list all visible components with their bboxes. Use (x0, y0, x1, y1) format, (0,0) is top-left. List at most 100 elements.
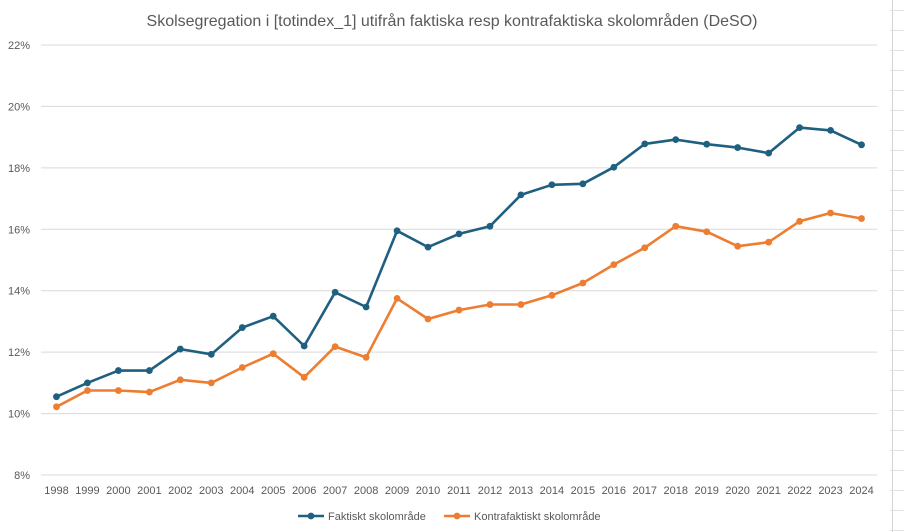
legend-swatch-marker (453, 512, 461, 520)
data-point (424, 243, 432, 251)
data-point (858, 215, 865, 222)
data-point (548, 181, 556, 189)
x-tick-label: 2016 (602, 485, 626, 497)
legend-swatch-marker (307, 512, 315, 520)
data-point (486, 222, 494, 230)
y-tick-label: 10% (8, 409, 30, 421)
y-tick-label: 12% (8, 347, 30, 359)
data-point (703, 140, 711, 148)
x-tick-label: 2002 (168, 485, 192, 497)
data-point (53, 393, 60, 401)
y-tick-label: 22% (8, 40, 30, 52)
data-point (548, 291, 556, 299)
data-point (796, 217, 803, 225)
data-point (53, 403, 60, 411)
data-point (331, 288, 339, 296)
x-tick-label: 2023 (818, 485, 842, 497)
y-tick-label: 8% (14, 470, 30, 482)
data-point (517, 191, 525, 199)
chart-title: Skolsegregation i [totindex_1] utifrån f… (147, 12, 758, 30)
data-point (765, 149, 773, 157)
data-point (424, 315, 432, 323)
data-point (269, 350, 277, 358)
x-tick-label: 2014 (540, 485, 564, 497)
y-tick-label: 16% (8, 224, 30, 236)
data-point (84, 379, 91, 387)
legend: Faktiskt skolområde Kontrafaktiskt skolom… (298, 511, 601, 523)
data-point (858, 141, 865, 149)
data-point (579, 279, 587, 287)
data-point (362, 303, 370, 311)
data-point (517, 301, 525, 308)
data-point (672, 222, 680, 230)
x-tick-label: 1999 (75, 485, 99, 497)
x-tick-label: 2020 (725, 485, 749, 497)
data-point (115, 387, 122, 394)
x-tick-label: 2003 (199, 485, 223, 497)
x-tick-label: 2009 (385, 485, 409, 497)
data-point (641, 140, 649, 148)
x-tick-label: 2007 (323, 485, 347, 497)
x-tick-label: 2013 (509, 485, 533, 497)
x-tick-label: 2017 (633, 485, 657, 497)
y-tick-label: 18% (8, 163, 30, 175)
x-tick-label: 2004 (230, 485, 254, 497)
data-point (610, 261, 618, 269)
data-point (393, 227, 401, 235)
x-axis-ticks: 1998 1999 2000 2001 2002 2003 2004 2005 2006 2007… (44, 485, 874, 497)
x-tick-label: 2005 (261, 485, 285, 497)
x-tick-label: 2000 (106, 485, 130, 497)
legend-item: Faktiskt skolområde (298, 511, 426, 523)
legend-label: Faktiskt skolområde (328, 511, 426, 523)
data-point (300, 373, 308, 381)
data-point (455, 230, 463, 238)
data-point (672, 136, 680, 144)
x-tick-label: 2011 (447, 485, 471, 497)
data-point (84, 387, 91, 394)
x-tick-label: 2001 (137, 485, 161, 497)
data-point (703, 228, 711, 236)
data-point (300, 342, 308, 350)
data-point (207, 379, 215, 387)
data-point (176, 376, 184, 384)
data-point (362, 353, 370, 361)
x-tick-label: 2021 (756, 485, 780, 497)
x-tick-label: 2022 (787, 485, 811, 497)
data-point (455, 306, 463, 314)
x-tick-label: 2019 (694, 485, 718, 497)
x-tick-label: 2018 (663, 485, 687, 497)
data-point (641, 244, 649, 252)
data-point (115, 367, 122, 374)
x-tick-label: 2006 (292, 485, 316, 497)
data-point (145, 388, 153, 396)
x-tick-label: 2024 (849, 485, 873, 497)
data-point (269, 312, 277, 320)
series-2 (53, 209, 865, 411)
legend-label: Kontrafaktiskt skolområde (474, 511, 601, 523)
data-point (765, 238, 773, 246)
data-point (796, 124, 803, 132)
data-point (827, 209, 834, 217)
data-point (734, 242, 742, 250)
data-point (827, 126, 834, 134)
y-tick-label: 14% (8, 286, 30, 298)
series-layer (53, 124, 865, 411)
data-point (331, 343, 339, 351)
data-point (734, 144, 742, 151)
data-point (238, 324, 246, 331)
x-tick-label: 1998 (44, 485, 68, 497)
data-point (610, 163, 618, 171)
x-tick-label: 2012 (478, 485, 502, 497)
series-1 (53, 124, 865, 401)
data-point (145, 367, 153, 374)
data-point (238, 364, 246, 371)
data-point (393, 294, 401, 302)
x-tick-label: 2015 (571, 485, 595, 497)
data-point (176, 345, 184, 353)
data-point (486, 301, 494, 308)
data-point (207, 350, 215, 358)
data-point (579, 180, 587, 188)
y-tick-label: 20% (8, 101, 30, 113)
